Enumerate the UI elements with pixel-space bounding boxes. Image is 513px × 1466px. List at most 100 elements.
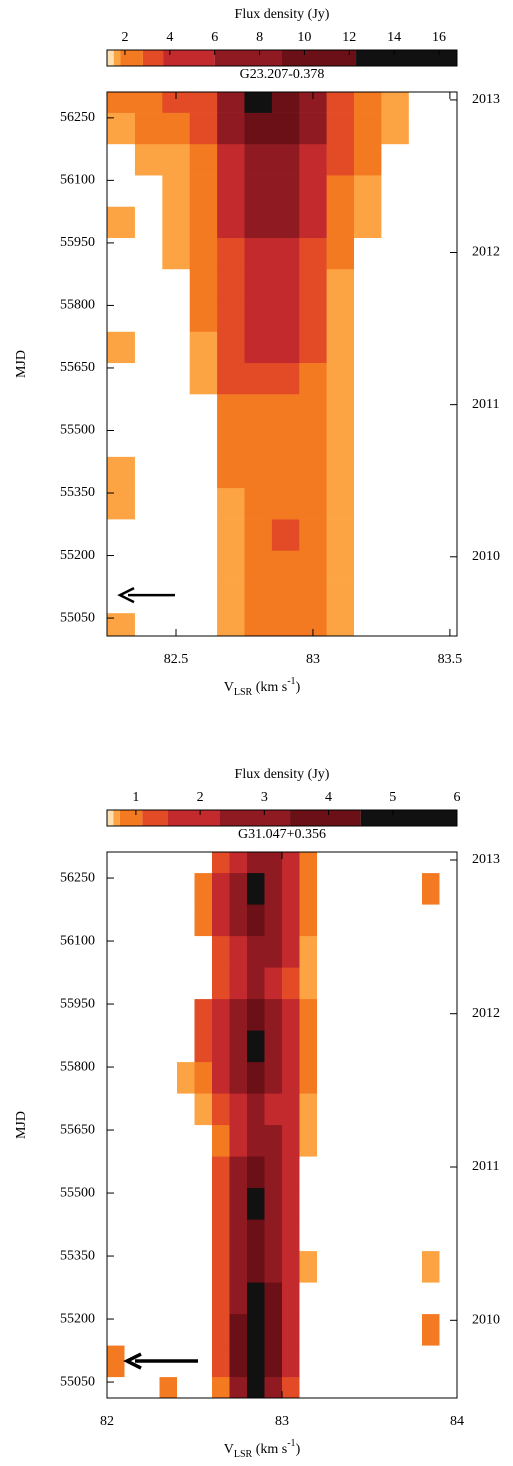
heatmap-cell: [404, 872, 423, 905]
heatmap-cell: [142, 1093, 160, 1126]
heatmap-cell: [352, 1030, 370, 1063]
heatmap-cell: [381, 456, 410, 489]
y-tick-label: 55500: [60, 423, 95, 438]
heatmap-cell: [422, 1313, 440, 1346]
heatmap-cell: [299, 112, 327, 145]
heatmap-cell: [326, 550, 355, 582]
heatmap-cell: [124, 1061, 143, 1094]
heatmap-cell: [159, 967, 178, 1000]
heatmap-cell: [369, 1313, 388, 1346]
heatmap-cell: [299, 1156, 318, 1189]
heatmap-cell: [107, 1030, 125, 1063]
panel-title: G23.207-0.378: [240, 67, 325, 82]
heatmap-cell: [134, 331, 163, 364]
heatmap-cell: [244, 92, 273, 113]
heatmap-cell: [408, 456, 437, 489]
heatmap-cell: [247, 998, 265, 1031]
heatmap-cell: [124, 1093, 143, 1126]
heatmap-cell: [229, 1156, 248, 1189]
heatmap-cell: [317, 998, 335, 1031]
heatmap-cell: [189, 362, 218, 395]
heatmap-cell: [387, 1156, 405, 1189]
heatmap-cell: [352, 1093, 370, 1126]
heatmap-cell: [299, 1376, 318, 1398]
colorbar-tick-label: 4: [166, 30, 173, 45]
heatmap-cell: [354, 92, 382, 113]
heatmap-cell: [124, 1376, 143, 1398]
heatmap-cell: [217, 300, 245, 332]
heatmap-cell: [162, 331, 191, 364]
heatmap-cell: [334, 1282, 353, 1315]
heatmap-cell: [369, 852, 388, 874]
heatmap-cell: [194, 1156, 213, 1189]
heatmap-cell: [408, 550, 437, 582]
heatmap-cell: [282, 1156, 300, 1189]
colorbar-segment: [107, 810, 114, 826]
heatmap-cell: [299, 92, 327, 113]
y-tick-label: 55500: [60, 1185, 95, 1200]
heatmap-cell: [107, 1093, 125, 1126]
heatmap-cell: [229, 1345, 248, 1378]
heatmap-cell: [326, 581, 355, 614]
heatmap-cell: [282, 1093, 300, 1126]
colorbar-segment: [113, 50, 121, 66]
colorbar-segment: [119, 810, 143, 826]
heatmap-cell: [189, 581, 218, 614]
colorbar-segment: [282, 50, 357, 66]
heatmap-cell: [107, 1313, 125, 1346]
x-axis-label-part: LSR: [234, 687, 253, 698]
heatmap-cell: [229, 935, 248, 968]
heatmap-cell: [107, 612, 136, 636]
heatmap-cell: [229, 1250, 248, 1283]
heatmap-cell: [408, 300, 437, 332]
heatmap-cell: [142, 1124, 160, 1157]
heatmap-cell: [212, 1061, 230, 1094]
colorbar-tick-label: 5: [389, 790, 396, 805]
heatmap-cell: [381, 206, 410, 238]
heatmap-cell: [317, 1061, 335, 1094]
heatmap-cell: [229, 1187, 248, 1220]
y-tick-label: 55350: [60, 485, 95, 500]
heatmap-cell: [271, 268, 300, 301]
heatmap-cell: [334, 1250, 353, 1283]
heatmap-cell: [124, 967, 143, 1000]
heatmap-cell: [436, 362, 457, 395]
heatmap-cell: [381, 425, 410, 457]
heatmap-cell: [107, 206, 136, 238]
colorbar-label: Flux density (Jy): [235, 767, 330, 782]
heatmap-cell: [107, 1345, 125, 1378]
heatmap-cell: [177, 1376, 195, 1398]
heatmap-cell: [247, 1376, 265, 1398]
heatmap-cell: [334, 852, 353, 874]
heatmap-cell: [439, 935, 457, 968]
heatmap-cell: [244, 394, 273, 426]
heatmap-cell: [387, 1313, 405, 1346]
y-tick-label: 55200: [60, 548, 95, 563]
y-tick-label: 55050: [60, 1374, 95, 1389]
y-tick-label: 55200: [60, 1311, 95, 1326]
heatmap-cell: [422, 967, 440, 1000]
colorbar-segment: [142, 50, 164, 66]
heatmap-cell: [159, 1156, 178, 1189]
heatmap-cell: [387, 1282, 405, 1315]
colorbar-tick-label: 1: [132, 790, 139, 805]
heatmap-cell: [317, 1124, 335, 1157]
heatmap-cell: [134, 112, 163, 145]
heatmap-cell: [334, 1376, 353, 1398]
heatmap-cell: [436, 331, 457, 364]
y2-tick-label: 2011: [472, 1159, 499, 1174]
heatmap-cell: [264, 1250, 283, 1283]
heatmap-cell: [162, 425, 191, 457]
heatmap-cell: [439, 1282, 457, 1315]
heatmap-cell: [439, 1376, 457, 1398]
heatmap-cell: [381, 92, 410, 113]
heatmap-cell: [107, 852, 125, 874]
heatmap-cell: [229, 1124, 248, 1157]
heatmap-cell: [334, 967, 353, 1000]
heatmap-cell: [369, 904, 388, 937]
heatmap-cell: [247, 1124, 265, 1157]
heatmap-cell: [177, 1030, 195, 1063]
heatmap-cell: [264, 998, 283, 1031]
heatmap-cell: [124, 998, 143, 1031]
